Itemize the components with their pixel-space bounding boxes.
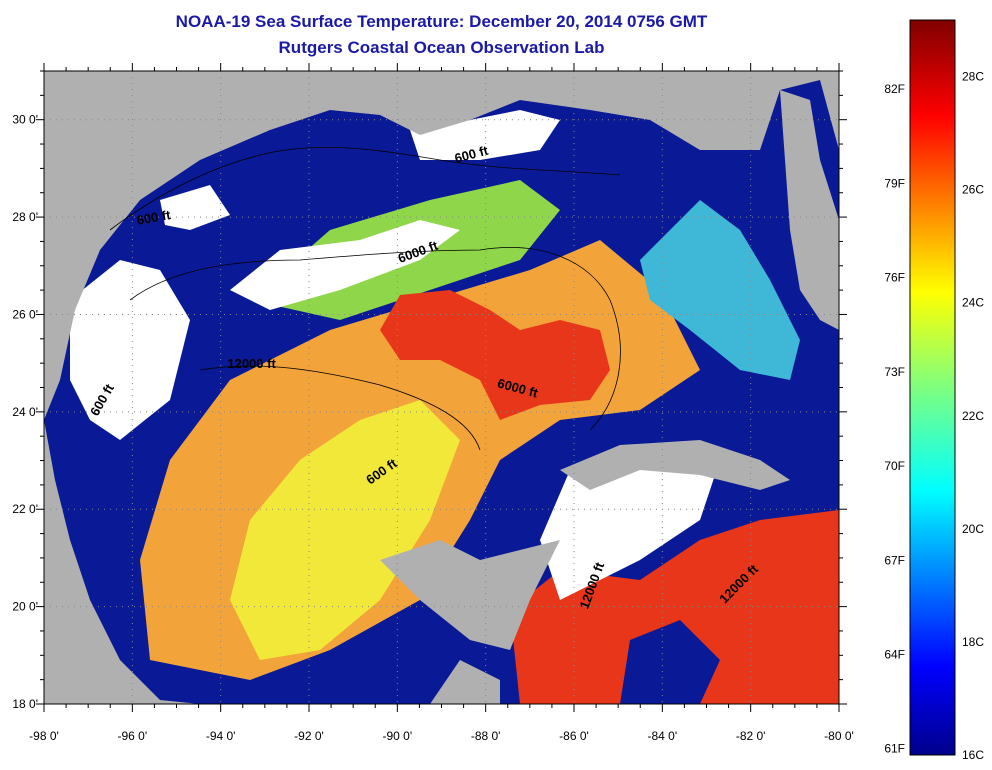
colorbar-f-label: 70F <box>884 459 905 473</box>
colorbar-f-label: 73F <box>884 365 905 379</box>
lat-tick-label: 28 0' <box>12 210 38 224</box>
lon-tick-label: -80 0' <box>824 729 854 743</box>
lat-tick-label: 24 0' <box>12 405 38 419</box>
lon-tick-label: -82 0' <box>736 729 766 743</box>
cloud-cover-la-coast <box>410 110 560 160</box>
bathymetry-contour-600ft <box>109 146 621 231</box>
yellow-water-region <box>230 400 460 660</box>
land-usa <box>44 71 839 420</box>
axis-ticks <box>36 63 847 712</box>
lon-tick-label: -86 0' <box>559 729 589 743</box>
land-cuba <box>560 440 790 490</box>
map-subtitle: Rutgers Coastal Ocean Observation Lab <box>278 38 605 57</box>
colorbar-c-label: 20C <box>962 522 984 536</box>
lon-tick-label: -98 0' <box>29 729 59 743</box>
colorbar <box>909 19 956 756</box>
colorbar-f-label: 64F <box>884 647 905 661</box>
lat-tick-label: 20 0' <box>12 600 38 614</box>
lon-tick-label: -92 0' <box>294 729 324 743</box>
cloud-cover-west <box>70 260 190 440</box>
colorbar-celsius-labels: 28C 26C 24C 22C 20C 18C 16C <box>962 70 984 762</box>
colorbar-f-label: 76F <box>884 271 905 285</box>
land-central-america <box>430 660 500 704</box>
lon-tick-label: -90 0' <box>383 729 413 743</box>
colorbar-c-label: 24C <box>962 296 984 310</box>
lon-tick-label: -96 0' <box>118 729 148 743</box>
colorbar-f-label: 82F <box>884 82 905 96</box>
colorbar-fahrenheit-labels: 82F 79F 76F 73F 70F 67F 64F 61F <box>884 82 905 756</box>
contour-label: 600 ft <box>136 207 173 228</box>
land-florida <box>780 90 839 330</box>
colorbar-c-label: 22C <box>962 409 984 423</box>
land-yucatan <box>380 540 560 650</box>
colorbar-c-label: 16C <box>962 748 984 762</box>
lat-tick-label: 30 0' <box>12 113 38 127</box>
latitude-axis: 18 0' 20 0' 22 0' 24 0' 26 0' 28 0' 30 0' <box>12 113 38 711</box>
land-mexico <box>44 420 200 704</box>
map-area <box>44 71 839 704</box>
cloud-cover-texas <box>160 185 230 230</box>
map-title: NOAA-19 Sea Surface Temperature: Decembe… <box>175 12 708 31</box>
lon-tick-label: -84 0' <box>648 729 678 743</box>
colorbar-c-label: 18C <box>962 635 984 649</box>
lon-tick-label: -94 0' <box>206 729 236 743</box>
colorbar-f-label: 67F <box>884 553 905 567</box>
florida-shelf-water <box>640 200 800 380</box>
longitude-axis: -98 0' -96 0' -94 0' -92 0' -90 0' -88 0' -86 … <box>29 729 854 743</box>
bathymetry-contour-12000ft <box>199 365 481 451</box>
colorbar-c-label: 26C <box>962 183 984 197</box>
lat-tick-label: 18 0' <box>12 697 38 711</box>
colorbar-c-label: 28C <box>962 70 984 84</box>
cloud-cover-north <box>230 220 460 310</box>
lon-tick-label: -88 0' <box>471 729 501 743</box>
cloud-cover-yucatan <box>540 450 720 600</box>
colorbar-f-label: 61F <box>884 742 905 756</box>
loop-current-hot-water <box>380 290 610 420</box>
caribbean-cold-patch <box>620 620 720 704</box>
lat-tick-label: 22 0' <box>12 502 38 516</box>
colorbar-f-label: 79F <box>884 176 905 190</box>
contour-label: 12000 ft <box>227 356 276 371</box>
lat-tick-label: 26 0' <box>12 307 38 321</box>
graticule <box>44 71 839 704</box>
bathymetry-contour-6000ft <box>129 247 621 431</box>
